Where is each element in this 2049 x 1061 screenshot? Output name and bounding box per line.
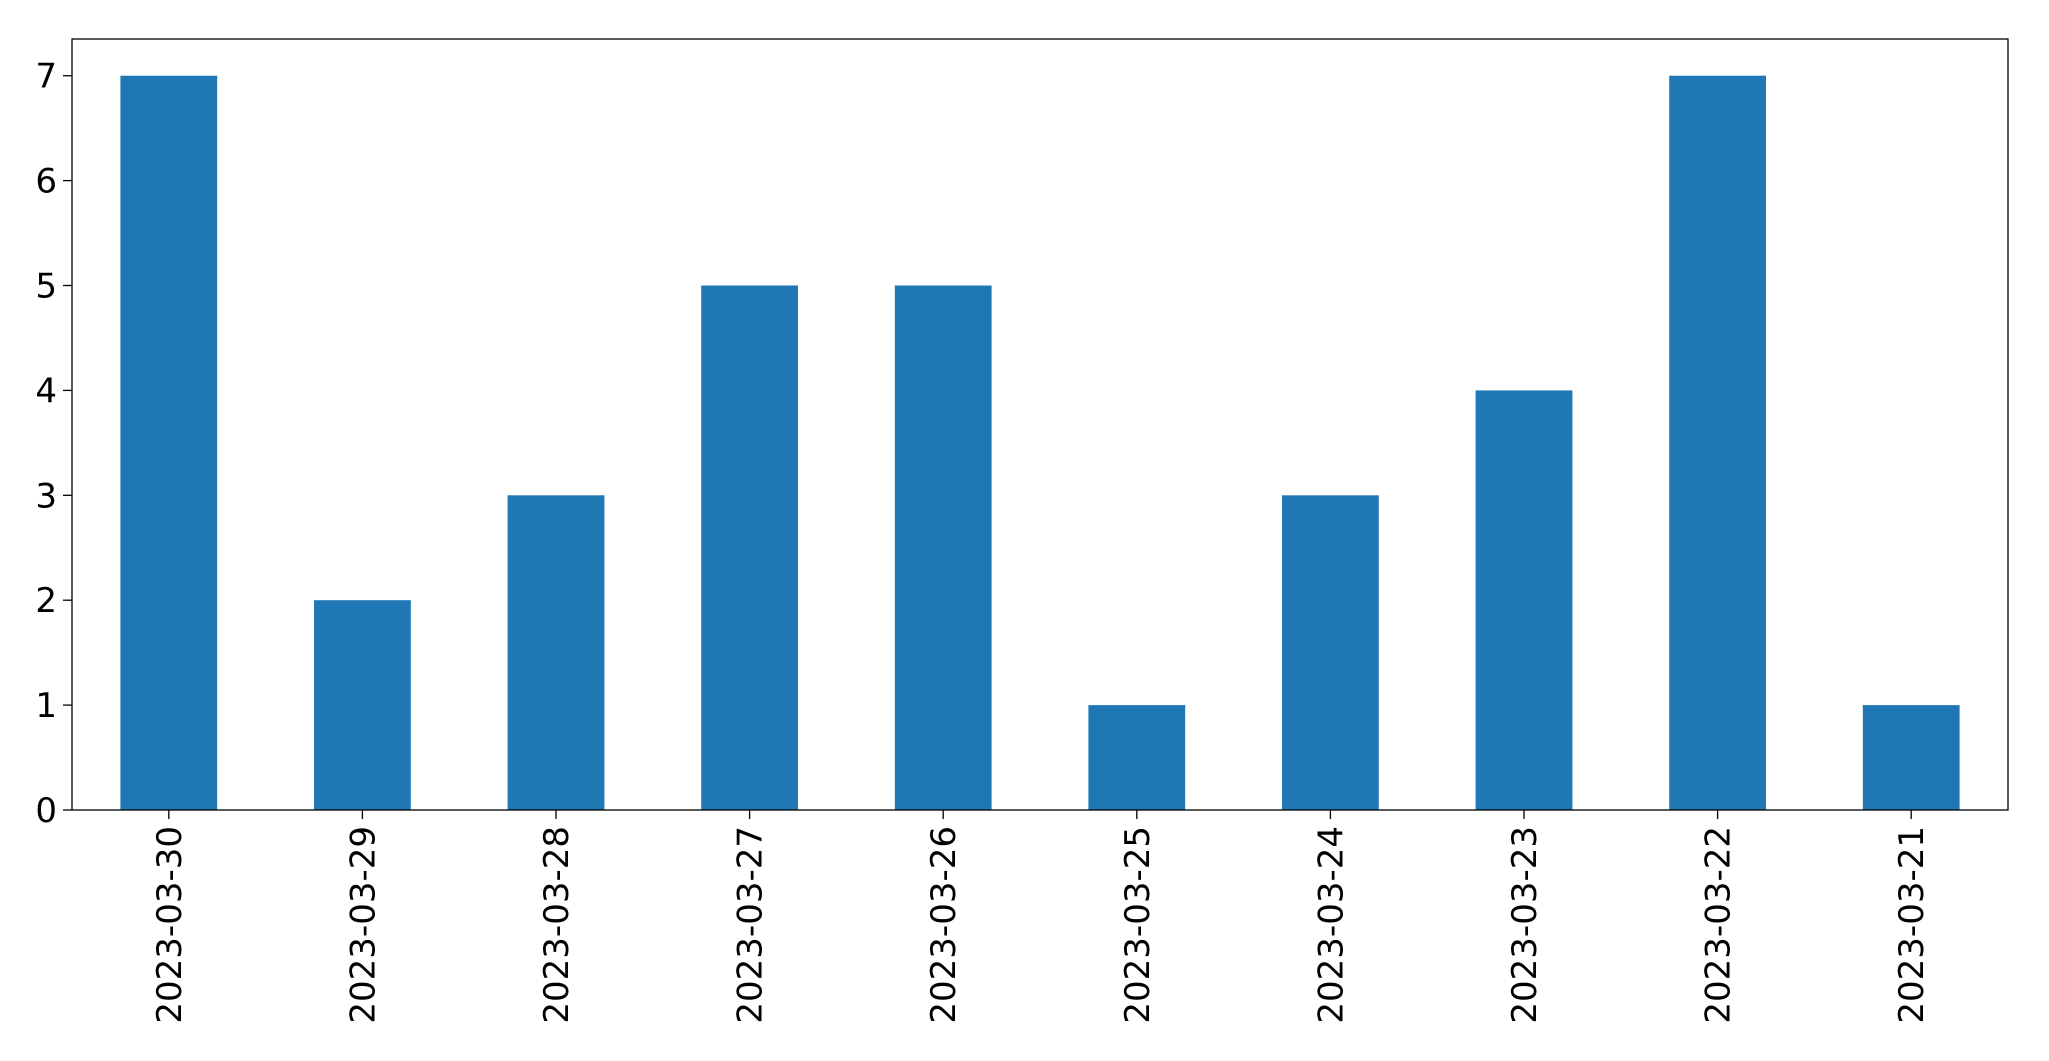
x-tick-label: 2023-03-28	[537, 826, 577, 1024]
x-tick-label: 2023-03-25	[1118, 826, 1158, 1024]
x-tick-label: 2023-03-29	[343, 826, 383, 1024]
x-tick-label: 2023-03-26	[924, 826, 964, 1024]
x-tick-label: 2023-03-22	[1699, 826, 1739, 1024]
y-tick-label: 3	[35, 476, 57, 516]
bar	[701, 285, 798, 810]
y-tick-label: 6	[35, 162, 57, 202]
plot-frame	[71, 38, 2009, 811]
bar	[507, 495, 605, 810]
bar	[1282, 495, 1379, 810]
x-tick-label: 2023-03-21	[1892, 826, 1932, 1024]
x-tick-label: 2023-03-30	[150, 826, 190, 1024]
bar	[894, 285, 992, 810]
bar	[1669, 75, 1766, 810]
x-tick-label: 2023-03-27	[731, 826, 771, 1024]
y-tick-label: 5	[35, 267, 57, 307]
y-tick-label: 7	[35, 57, 57, 97]
y-tick-label: 4	[35, 371, 57, 411]
bar	[1088, 705, 1186, 810]
x-tick-label: 2023-03-23	[1505, 826, 1545, 1024]
bar	[120, 75, 218, 810]
bar	[1862, 705, 1960, 810]
bar	[1475, 390, 1573, 810]
bar	[314, 600, 411, 810]
x-tick-label: 2023-03-24	[1311, 826, 1351, 1024]
y-tick-label: 0	[35, 791, 57, 831]
y-tick-label: 1	[35, 686, 57, 726]
y-tick-label: 2	[35, 581, 57, 621]
